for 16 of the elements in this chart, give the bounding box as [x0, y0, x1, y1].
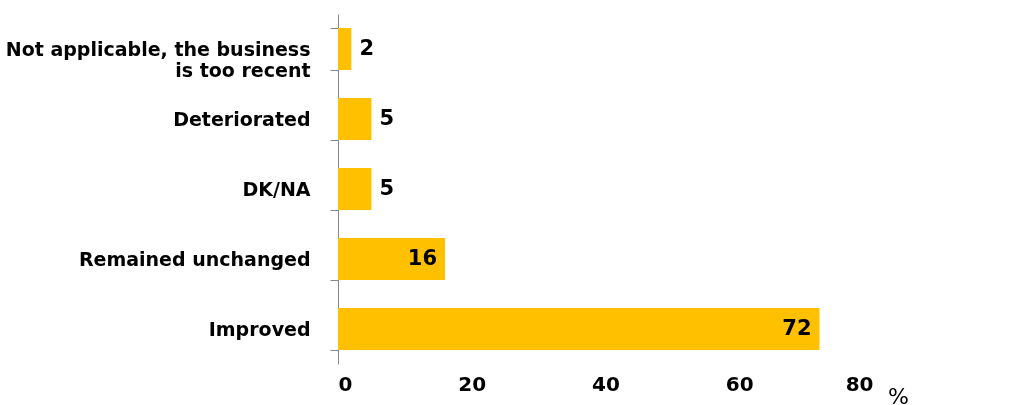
y-tick-label: Improved	[208, 317, 311, 340]
data-label: 5	[379, 176, 395, 200]
x-tick-label: 0	[338, 371, 353, 396]
x-axis-title: %	[888, 383, 909, 405]
x-tick-label: 20	[458, 371, 487, 396]
y-tick-label: Not applicable, the business is too recent	[5, 37, 311, 81]
y-tick-label: Deteriorated	[173, 107, 311, 130]
x-tick-label: 40	[592, 371, 620, 396]
data-label: 2	[359, 36, 374, 60]
data-label: 5	[379, 106, 395, 130]
y-tick-label: DK/NA	[242, 177, 311, 200]
data-label: 72	[782, 316, 812, 340]
data-label: 16	[407, 246, 437, 270]
x-tick-label: 80	[845, 371, 874, 396]
y-tick-label: Remained unchanged	[78, 247, 311, 270]
x-tick-label: 60	[725, 371, 754, 396]
